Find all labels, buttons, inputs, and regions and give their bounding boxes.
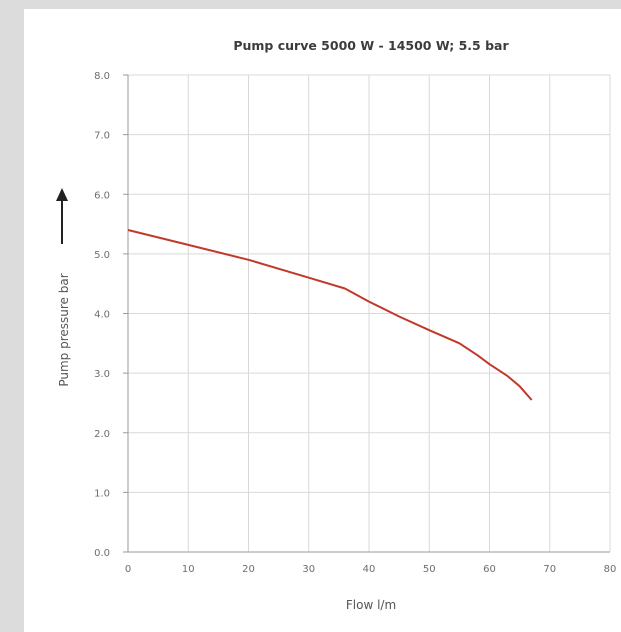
x-tick-label: 10 [182,564,195,575]
x-tick-label: 60 [483,564,496,575]
y-tick-label: 4.0 [94,310,110,321]
y-tick-label: 5.0 [94,250,110,261]
x-axis-label: Flow l/m [346,598,396,612]
y-tick-labels: 0.0 1.0 2.0 3.0 4.0 5.0 6.0 7.0 8.0 [94,71,110,559]
y-tick-label: 6.0 [94,190,110,201]
y-tick-label: 1.0 [94,488,110,499]
y-tick-label: 3.0 [94,369,110,380]
y-axis-arrow [56,188,68,244]
series-line [127,229,533,401]
y-tick-label: 2.0 [94,429,110,440]
x-tick-label: 80 [604,564,617,575]
y-tick-label: 8.0 [94,71,110,82]
chart-axes [123,74,610,553]
x-tick-label: 0 [125,564,131,575]
y-tick-label: 0.0 [94,548,110,559]
x-tick-label: 20 [242,564,255,575]
x-tick-labels: 0 10 20 30 40 50 60 70 80 [125,564,617,575]
x-tick-label: 40 [363,564,376,575]
x-tick-label: 50 [423,564,436,575]
y-tick-label: 7.0 [94,131,110,142]
arrow-head-icon [56,188,68,201]
x-tick-label: 30 [302,564,315,575]
chart-series [127,229,533,401]
y-axis-label: Pump pressure bar [57,273,71,386]
chart-title: Pump curve 5000 W - 14500 W; 5.5 bar [233,38,509,53]
chart-grid [128,74,611,552]
chart-panel [24,9,621,632]
x-tick-label: 70 [543,564,556,575]
